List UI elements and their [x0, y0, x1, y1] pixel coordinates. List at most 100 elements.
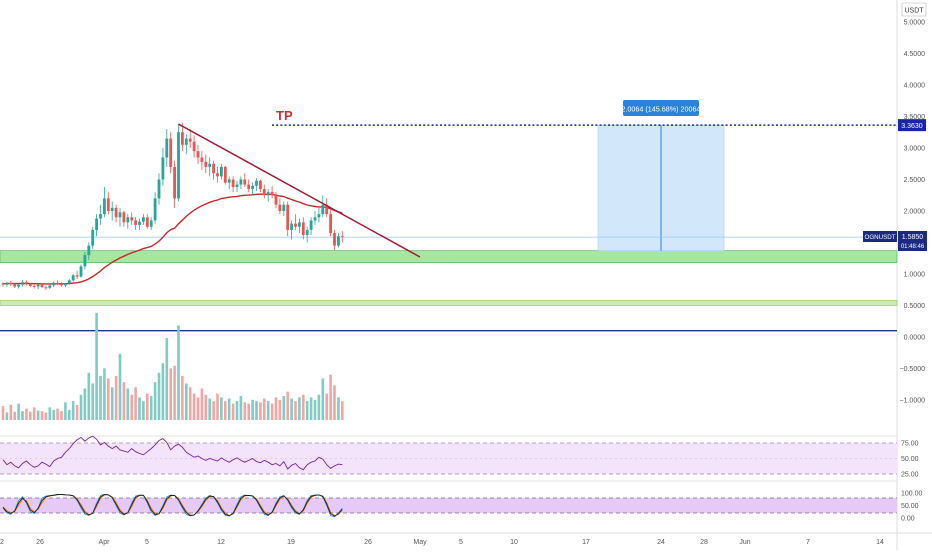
- volume-bar: [231, 403, 235, 420]
- volume-bar: [329, 374, 332, 420]
- volume-bar: [1, 406, 5, 420]
- candle-body: [52, 282, 56, 286]
- volume-bar: [333, 385, 336, 420]
- volume-bar: [75, 404, 79, 420]
- volume-bar: [302, 394, 305, 420]
- ma-layer: [2, 193, 343, 285]
- candle-body: [17, 284, 20, 287]
- time-tick-label: May: [413, 539, 427, 546]
- candle-body: [247, 184, 251, 189]
- volume-bar: [188, 387, 192, 420]
- volume-bar: [130, 394, 133, 420]
- candle-body: [188, 138, 192, 142]
- volume-bar: [56, 408, 59, 420]
- symbol-badge-label: OGNUSDT: [865, 234, 896, 241]
- candle-body: [9, 282, 13, 285]
- candle-body: [149, 220, 153, 227]
- rsi-tick-label: 25.00: [901, 472, 919, 479]
- candle-body: [235, 184, 239, 188]
- volume-bar: [17, 403, 20, 420]
- price-tick-label: 4.5000: [904, 51, 926, 58]
- rsi-tick-label: 75.00: [901, 441, 919, 448]
- volume-bar: [146, 393, 149, 420]
- time-tick-label: 19: [287, 539, 295, 546]
- price-tick-label: 0.0000: [904, 335, 926, 342]
- candle-body: [25, 282, 28, 285]
- candle-body: [32, 285, 36, 287]
- candle-body: [340, 236, 344, 238]
- target-label: 2.0064 (145.68%) 20064: [621, 105, 700, 114]
- volume-bar: [142, 401, 145, 420]
- tp-price-label: 3.3630: [901, 123, 923, 130]
- countdown-label: 01:48:46: [901, 244, 925, 250]
- candle-body: [1, 283, 5, 285]
- volume-bar: [321, 378, 325, 420]
- candle-body: [5, 282, 9, 285]
- volume-bar: [5, 412, 9, 420]
- time-tick-label: Jun: [739, 539, 750, 546]
- volume-bar: [29, 411, 32, 420]
- candle-body: [67, 280, 71, 284]
- price-tick-label: 5.0000: [904, 20, 926, 27]
- volume-bar: [173, 365, 176, 420]
- volume-bar: [79, 394, 83, 420]
- zone-layer: [0, 124, 898, 332]
- candle-body: [142, 217, 145, 222]
- current-price-badge: [898, 231, 927, 251]
- time-tick-label: 5: [145, 539, 149, 546]
- candle-body: [329, 214, 332, 234]
- support-zone: [0, 250, 898, 263]
- candle-body: [79, 266, 83, 277]
- volume-bar: [255, 401, 258, 420]
- candle-body: [196, 151, 200, 158]
- volume-bar: [294, 401, 297, 420]
- candle-body: [223, 166, 227, 183]
- volume-bar: [341, 401, 344, 420]
- candle-body: [28, 284, 32, 286]
- volume-bar: [251, 399, 254, 420]
- candle-body: [305, 229, 309, 235]
- candle-body: [290, 223, 293, 230]
- time-tick-label: 28: [700, 539, 708, 546]
- candle-body: [40, 284, 44, 288]
- volume-bar: [200, 388, 204, 420]
- candle-body: [337, 236, 340, 246]
- volume-bar: [44, 412, 48, 420]
- candle-body: [145, 217, 149, 227]
- candle-body: [21, 282, 24, 285]
- volume-bar: [25, 408, 28, 420]
- candle-body: [220, 166, 223, 177]
- candle-body: [157, 179, 161, 199]
- volume-bar: [68, 409, 71, 420]
- stoch-signal-line: [2, 494, 343, 517]
- volume-bar: [220, 397, 223, 420]
- volume-bar: [149, 396, 153, 420]
- stoch-band: [0, 498, 897, 513]
- lower-zone: [0, 300, 898, 306]
- candle-body: [161, 157, 165, 180]
- time-tick-label: 7: [806, 539, 810, 546]
- price-tick-label: 3.5000: [904, 114, 926, 121]
- candle-body: [106, 198, 110, 211]
- volume-bar: [60, 411, 63, 420]
- candle-body: [321, 204, 325, 215]
- price-tick-label: −1.0000: [900, 398, 926, 405]
- volume-bar: [114, 375, 118, 420]
- volume-bar: [83, 388, 87, 420]
- price-tick-label: 2.5000: [904, 177, 926, 184]
- time-tick-label: 26: [36, 539, 44, 546]
- candle-body: [173, 166, 176, 199]
- candle-body: [56, 282, 59, 285]
- candle-body: [165, 138, 169, 158]
- candle-body: [313, 217, 317, 221]
- time-tick-label: 24: [657, 539, 665, 546]
- trendline: [178, 123, 421, 258]
- time-tick-label: 2: [0, 539, 4, 546]
- price-tick-label: 0.5000: [904, 303, 926, 310]
- volume-bar: [9, 404, 13, 420]
- candle-body: [301, 222, 305, 235]
- volume-bar: [270, 403, 274, 420]
- candle-body: [270, 192, 274, 196]
- volume-bar: [337, 397, 340, 420]
